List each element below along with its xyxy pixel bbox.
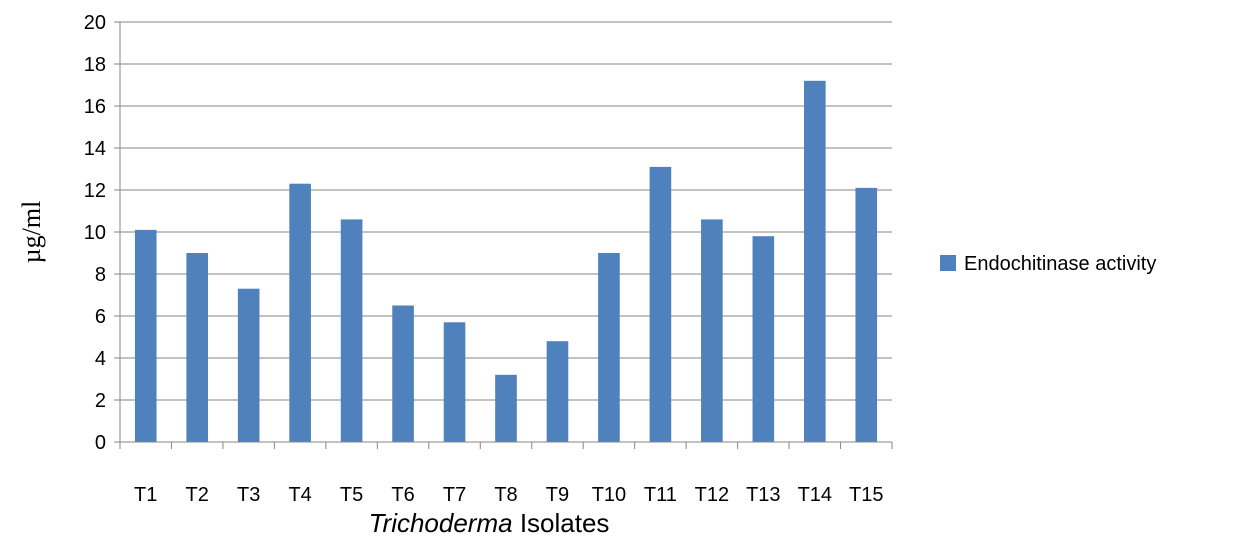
y-tick-label: 12 xyxy=(84,180,106,202)
y-tick-label: 8 xyxy=(95,264,106,286)
x-tick-label: T13 xyxy=(746,484,780,506)
x-tick-labels: T1 T2 T3 T4 T5 T6 T7 T8 T9 T10 T11 T12 T13 T14 T15 xyxy=(134,484,883,506)
bar-t6 xyxy=(392,306,414,443)
x-tick-label: T2 xyxy=(186,484,209,506)
x-tick-label: T5 xyxy=(340,484,363,506)
y-tick-label: 10 xyxy=(84,222,106,244)
bar-t10 xyxy=(598,253,620,442)
y-tick-label: 16 xyxy=(84,96,106,118)
bar-t4 xyxy=(289,184,311,442)
y-tick-label: 4 xyxy=(95,348,106,370)
x-tick-label: T3 xyxy=(237,484,260,506)
y-tick-label: 6 xyxy=(95,306,106,328)
x-axis-title-italic: Trichoderma xyxy=(369,508,513,538)
bar-t14 xyxy=(804,81,826,442)
y-tick-label: 18 xyxy=(84,54,106,76)
x-tick-label: T12 xyxy=(695,484,729,506)
x-tick-label: T4 xyxy=(288,484,311,506)
x-tick-label: T11 xyxy=(644,484,677,506)
bar-t15 xyxy=(855,188,877,442)
y-tick-label: 20 xyxy=(84,12,106,34)
y-tick-labels: 0 2 4 6 8 10 12 14 16 18 20 xyxy=(84,12,106,454)
bar-t1 xyxy=(135,230,157,442)
bars xyxy=(135,81,877,442)
bar-t11 xyxy=(650,167,672,442)
legend: Endochitinase activity xyxy=(940,253,1156,275)
x-tick-label: T10 xyxy=(592,484,626,506)
x-axis-title-rest: Isolates xyxy=(513,508,610,538)
x-tick-label: T9 xyxy=(546,484,569,506)
x-axis-title: Trichoderma Isolates xyxy=(369,508,610,538)
x-tick-label: T14 xyxy=(798,484,832,506)
bar-t3 xyxy=(238,289,260,442)
bar-t9 xyxy=(547,341,569,442)
bar-t5 xyxy=(341,219,363,442)
x-tick-label: T15 xyxy=(849,484,883,506)
x-tick-label: T8 xyxy=(494,484,517,506)
y-tick-label: 14 xyxy=(84,138,106,160)
x-tick-label: T6 xyxy=(391,484,414,506)
y-tick-label: 2 xyxy=(95,390,106,412)
bar-t12 xyxy=(701,219,723,442)
y-tick-label: 0 xyxy=(95,432,106,454)
bar-t13 xyxy=(753,236,775,442)
x-tick-label: T7 xyxy=(443,484,466,506)
bar-t2 xyxy=(186,253,208,442)
legend-label: Endochitinase activity xyxy=(964,253,1156,275)
bar-t7 xyxy=(444,322,466,442)
gridlines xyxy=(120,22,892,400)
legend-swatch xyxy=(940,255,956,271)
bar-t8 xyxy=(495,375,517,442)
y-axis-title: µg/ml xyxy=(17,201,46,264)
x-tick-label: T1 xyxy=(134,484,157,506)
